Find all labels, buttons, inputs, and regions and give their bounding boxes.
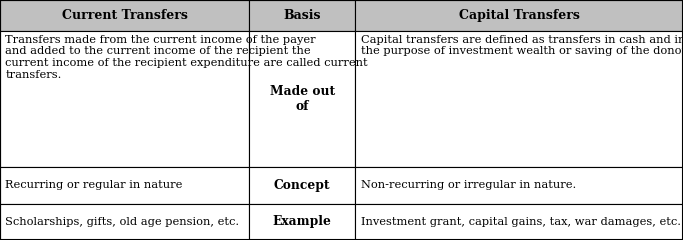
Bar xyxy=(0,0,249,31)
Text: Made out
of: Made out of xyxy=(270,85,335,113)
Text: Current Transfers: Current Transfers xyxy=(61,9,188,22)
Bar xyxy=(355,204,683,240)
Bar xyxy=(355,31,683,167)
Text: Concept: Concept xyxy=(274,179,331,192)
Text: Capital Transfers: Capital Transfers xyxy=(459,9,579,22)
Text: Basis: Basis xyxy=(283,9,321,22)
Bar xyxy=(249,204,355,240)
Bar xyxy=(355,167,683,204)
Bar xyxy=(249,31,355,167)
Bar xyxy=(0,204,249,240)
Bar xyxy=(249,167,355,204)
Text: Investment grant, capital gains, tax, war damages, etc.: Investment grant, capital gains, tax, wa… xyxy=(361,217,681,227)
Text: Capital transfers are defined as transfers in cash and in kind for
the purpose o: Capital transfers are defined as transfe… xyxy=(361,35,683,56)
Bar xyxy=(0,167,249,204)
Bar xyxy=(249,0,355,31)
Text: Recurring or regular in nature: Recurring or regular in nature xyxy=(5,180,183,190)
Text: Transfers made from the current income of the payer
and added to the current inc: Transfers made from the current income o… xyxy=(5,35,368,80)
Text: Non-recurring or irregular in nature.: Non-recurring or irregular in nature. xyxy=(361,180,576,190)
Bar xyxy=(0,31,249,167)
Text: Scholarships, gifts, old age pension, etc.: Scholarships, gifts, old age pension, et… xyxy=(5,217,240,227)
Text: Example: Example xyxy=(273,216,332,228)
Bar xyxy=(355,0,683,31)
